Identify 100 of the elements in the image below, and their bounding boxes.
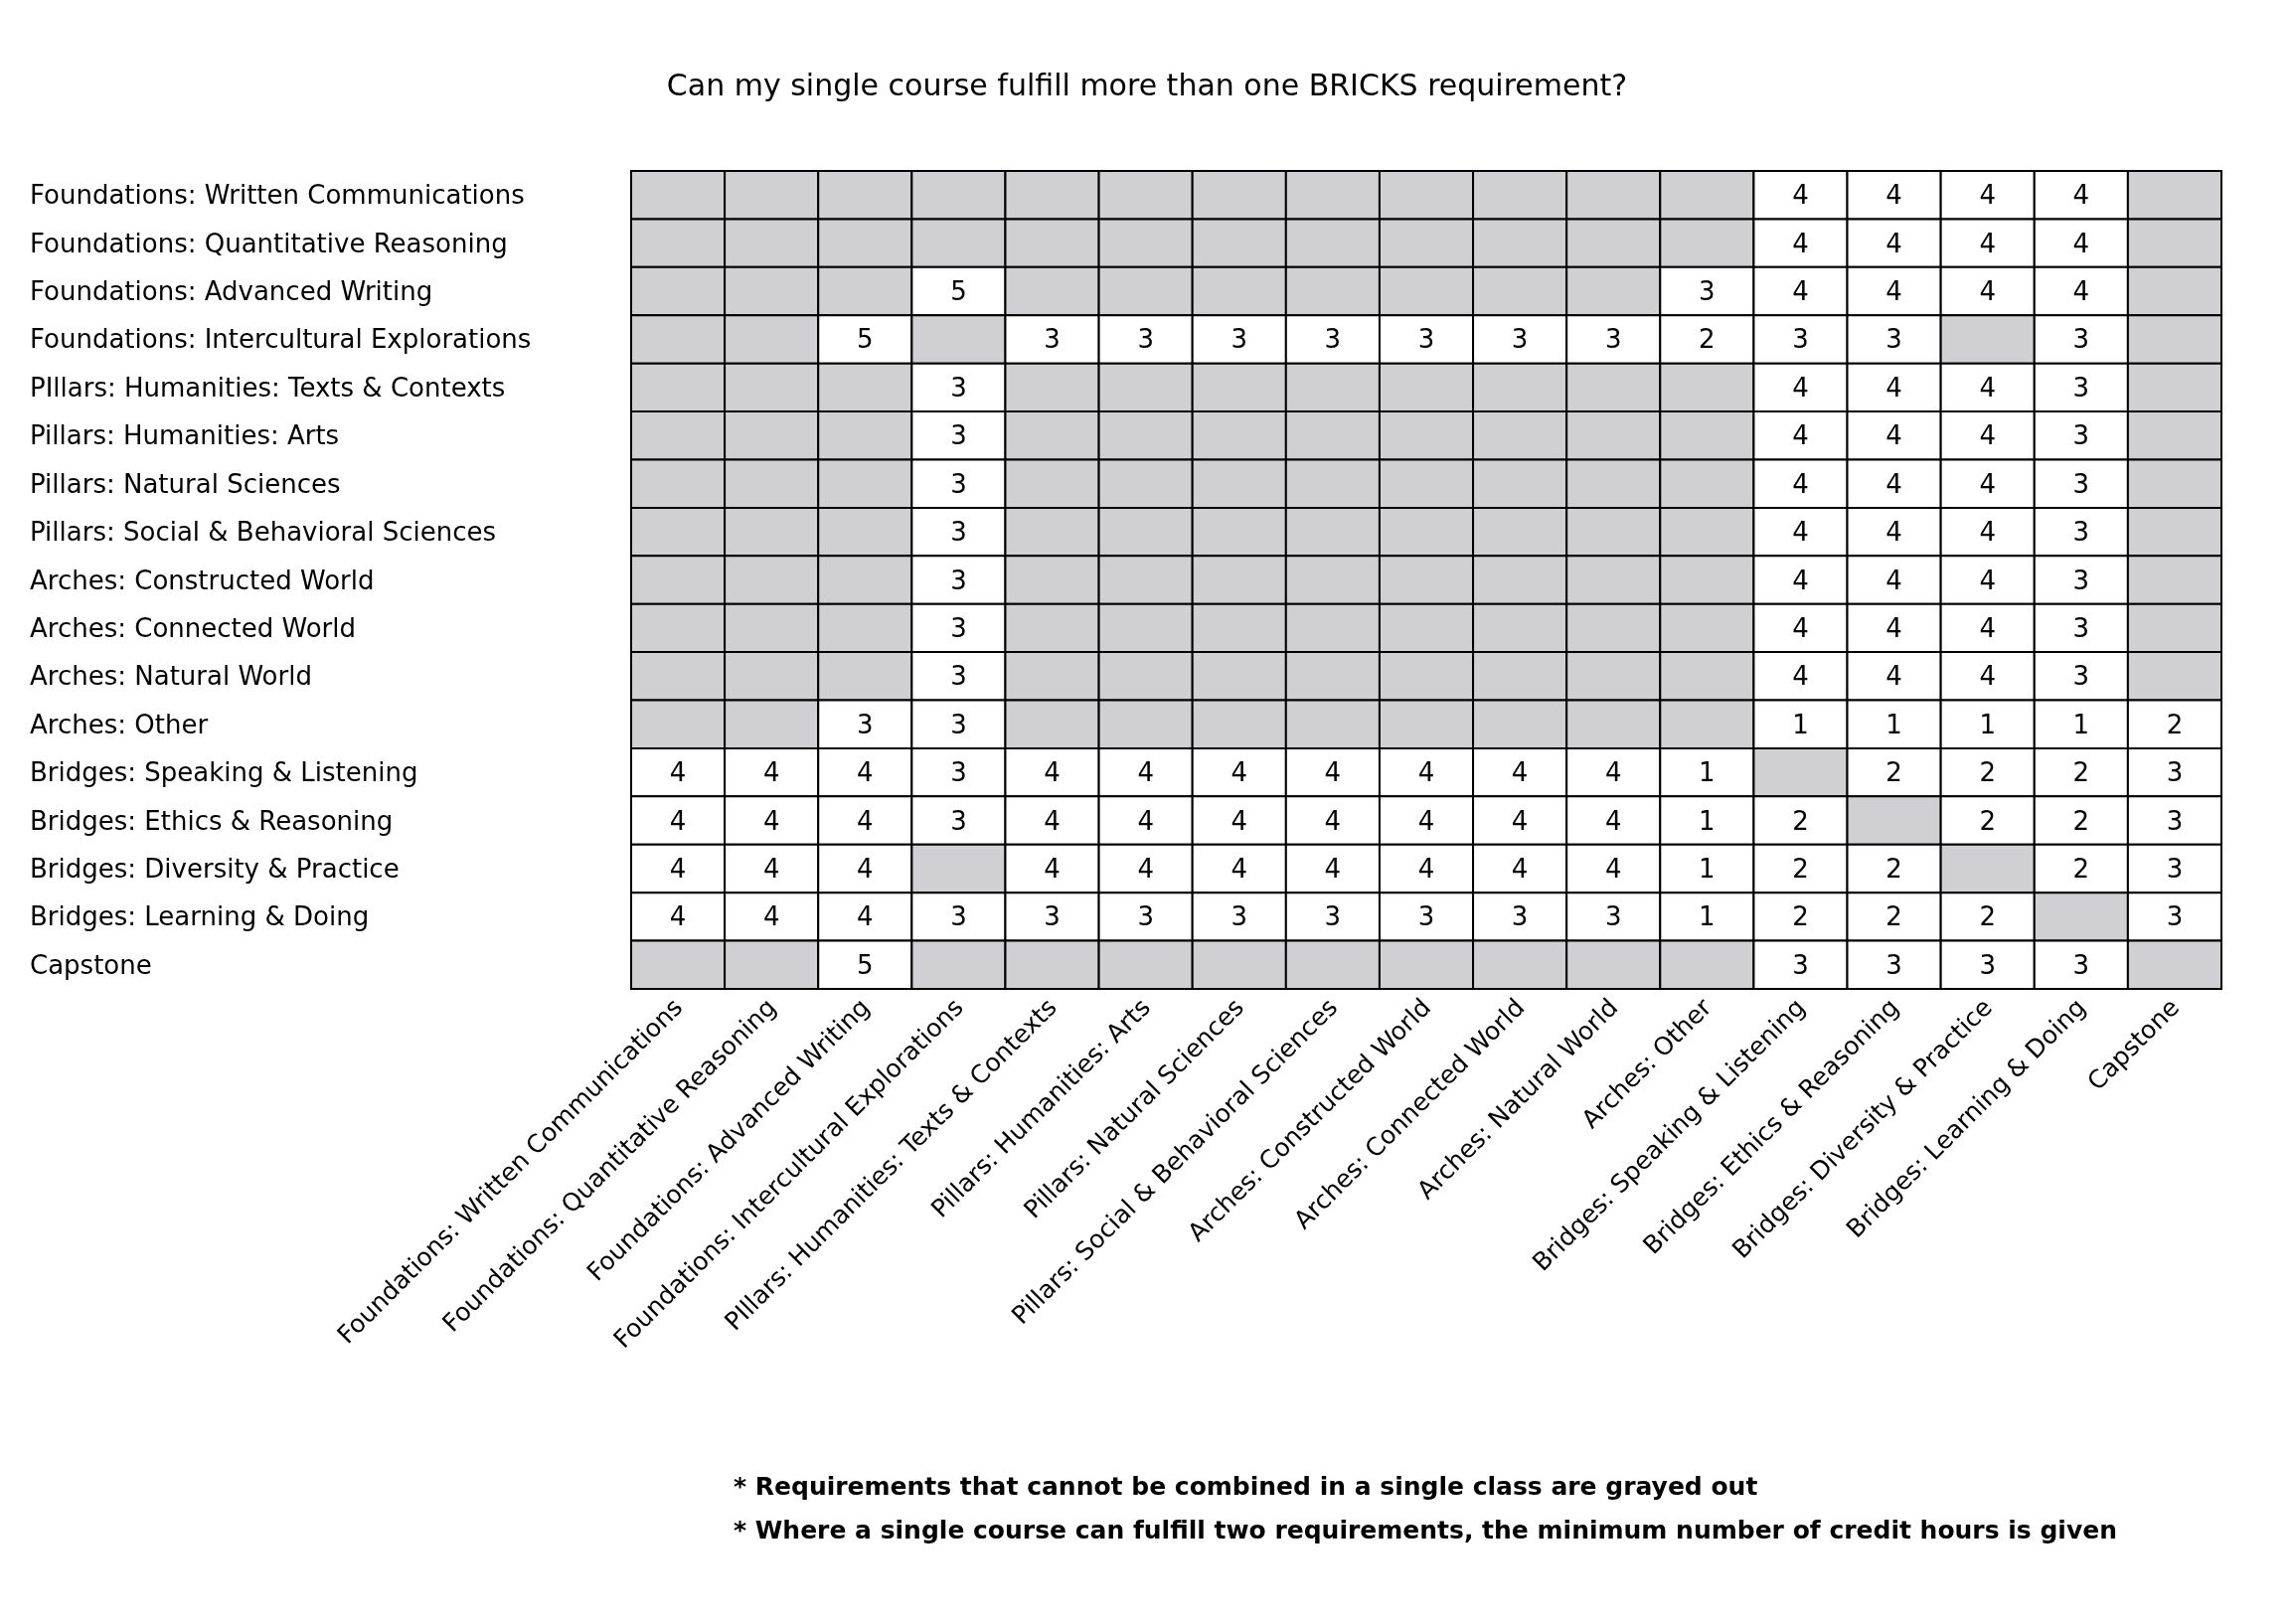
data-label: 4 bbox=[1979, 420, 1996, 451]
data-label: 3 bbox=[1699, 276, 1716, 307]
data-label: 5 bbox=[950, 276, 967, 307]
data-label: 4 bbox=[1230, 805, 1248, 836]
data-label: 3 bbox=[1511, 901, 1529, 932]
data-label: 4 bbox=[1230, 853, 1248, 884]
data-label: 3 bbox=[950, 612, 967, 643]
data-label: 4 bbox=[1137, 805, 1154, 836]
data-label: 4 bbox=[1604, 757, 1622, 788]
data-label: 3 bbox=[2166, 805, 2184, 836]
y-tick-label: Bridges: Ethics & Reasoning bbox=[30, 805, 394, 836]
data-label: 2 bbox=[2072, 757, 2090, 788]
data-label: 4 bbox=[1885, 276, 1902, 307]
data-label: 1 bbox=[1885, 709, 1902, 739]
data-label: 4 bbox=[1792, 661, 1809, 692]
data-label: 1 bbox=[1699, 901, 1716, 932]
data-label: 4 bbox=[1324, 757, 1342, 788]
data-label: 4 bbox=[1979, 612, 1996, 643]
data-label: 3 bbox=[2072, 517, 2090, 548]
data-label: 4 bbox=[669, 757, 687, 788]
data-label: 4 bbox=[857, 853, 874, 884]
data-label: 4 bbox=[857, 805, 874, 836]
data-label: 2 bbox=[1792, 853, 1809, 884]
data-label: 4 bbox=[1511, 805, 1529, 836]
data-label: 3 bbox=[1885, 324, 1902, 355]
data-label: 1 bbox=[1699, 805, 1716, 836]
data-label: 4 bbox=[669, 853, 687, 884]
data-label: 3 bbox=[1137, 324, 1154, 355]
data-label: 4 bbox=[1417, 757, 1435, 788]
data-label: 4 bbox=[1885, 180, 1902, 211]
y-tick-label: Arches: Natural World bbox=[30, 661, 312, 692]
data-label: 3 bbox=[1979, 949, 1996, 980]
data-label: 4 bbox=[1604, 853, 1622, 884]
data-label: 4 bbox=[1417, 805, 1435, 836]
data-label: 4 bbox=[1511, 757, 1529, 788]
data-label: 3 bbox=[2166, 901, 2184, 932]
data-label: 4 bbox=[1044, 805, 1061, 836]
data-label: 3 bbox=[950, 709, 967, 739]
data-label: 3 bbox=[1417, 324, 1435, 355]
data-label: 4 bbox=[1979, 468, 1996, 499]
data-label: 4 bbox=[1979, 180, 1996, 211]
data-label: 2 bbox=[2072, 805, 2090, 836]
data-label: 2 bbox=[2072, 853, 2090, 884]
data-label: 4 bbox=[1417, 853, 1435, 884]
data-label: 4 bbox=[1885, 372, 1902, 403]
data-label: 2 bbox=[1792, 805, 1809, 836]
data-label: 4 bbox=[1979, 661, 1996, 692]
y-tick-label: Bridges: Speaking & Listening bbox=[30, 757, 418, 788]
y-tick-label: Foundations: Advanced Writing bbox=[30, 276, 433, 307]
data-label: 3 bbox=[1792, 324, 1809, 355]
data-label: 4 bbox=[1324, 805, 1342, 836]
data-label: 4 bbox=[1324, 853, 1342, 884]
data-label: 4 bbox=[1885, 420, 1902, 451]
data-label: 3 bbox=[950, 468, 967, 499]
data-label: 3 bbox=[1230, 324, 1248, 355]
data-label: 3 bbox=[2166, 757, 2184, 788]
data-label: 5 bbox=[857, 324, 874, 355]
data-label: 3 bbox=[1044, 324, 1061, 355]
y-tick-label: Pillars: Social & Behavioral Sciences bbox=[30, 517, 497, 548]
y-tick-label: Arches: Other bbox=[30, 709, 209, 739]
y-tick-label: Arches: Connected World bbox=[30, 612, 357, 643]
data-label: 4 bbox=[1044, 853, 1061, 884]
data-label: 3 bbox=[1137, 901, 1154, 932]
data-label: 3 bbox=[1511, 324, 1529, 355]
data-label: 2 bbox=[1699, 324, 1716, 355]
data-label: 2 bbox=[2166, 709, 2184, 739]
data-label: 4 bbox=[762, 757, 780, 788]
data-label: 1 bbox=[1792, 709, 1809, 739]
data-label: 5 bbox=[857, 949, 874, 980]
data-label: 3 bbox=[950, 372, 967, 403]
data-label: 3 bbox=[2072, 468, 2090, 499]
data-label: 3 bbox=[1792, 949, 1809, 980]
data-label: 4 bbox=[1979, 228, 1996, 258]
data-label: 3 bbox=[1604, 324, 1622, 355]
data-label: 1 bbox=[1979, 709, 1996, 739]
data-label: 4 bbox=[1511, 853, 1529, 884]
data-label: 4 bbox=[857, 901, 874, 932]
y-tick-label: Foundations: Quantitative Reasoning bbox=[30, 228, 508, 258]
data-label: 3 bbox=[2072, 420, 2090, 451]
data-label: 3 bbox=[2072, 324, 2090, 355]
data-label: 4 bbox=[762, 853, 780, 884]
data-label: 4 bbox=[669, 901, 687, 932]
data-label: 4 bbox=[2072, 228, 2090, 258]
data-label: 4 bbox=[1885, 661, 1902, 692]
data-label: 4 bbox=[1979, 276, 1996, 307]
text: * Where a single course can fulfill two requirements, the minimum number of credit hours is given bbox=[734, 1516, 2117, 1544]
data-label: 4 bbox=[1230, 757, 1248, 788]
text: * Requirements that cannot be combined in a single class are grayed out bbox=[734, 1472, 1758, 1501]
data-label: 3 bbox=[1324, 901, 1342, 932]
data-label: 4 bbox=[1885, 228, 1902, 258]
data-label: 3 bbox=[857, 709, 874, 739]
data-label: 3 bbox=[1044, 901, 1061, 932]
data-label: 3 bbox=[950, 901, 967, 932]
data-label: 4 bbox=[1604, 805, 1622, 836]
data-label: 3 bbox=[950, 420, 967, 451]
data-label: 4 bbox=[762, 805, 780, 836]
data-label: 4 bbox=[1792, 276, 1809, 307]
data-label: 1 bbox=[1699, 853, 1716, 884]
y-tick-label: Pillars: Humanities: Arts bbox=[30, 420, 340, 451]
data-label: 3 bbox=[2072, 612, 2090, 643]
